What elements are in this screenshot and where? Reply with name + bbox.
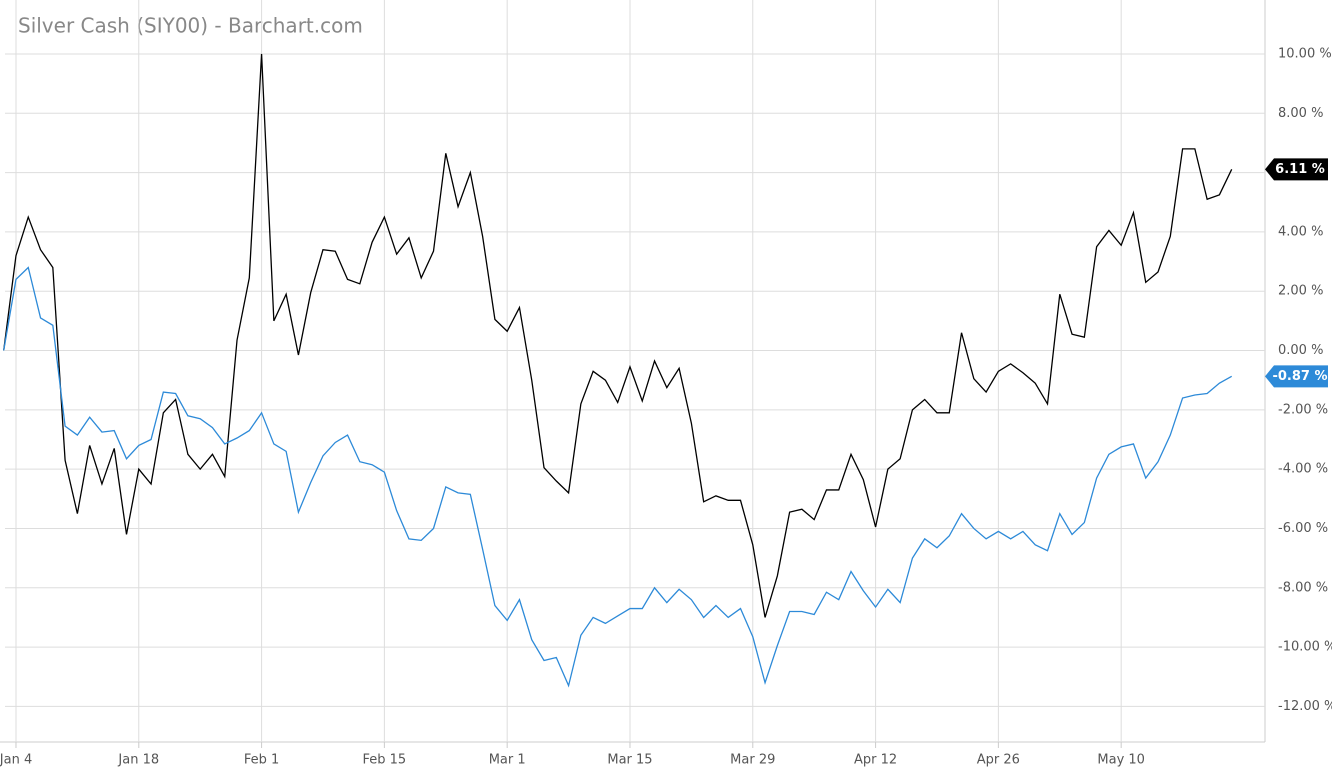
- y-tick-label: 2.00 %: [1278, 284, 1323, 299]
- y-tick-label: 10.00 %: [1278, 46, 1332, 61]
- x-tick-label: Jan 4: [0, 753, 32, 768]
- x-tick-label: Mar 29: [730, 753, 775, 768]
- y-tick-label: -2.00 %: [1278, 402, 1328, 417]
- x-tick-label: May 10: [1097, 753, 1145, 768]
- series-line: [3, 266, 1233, 688]
- chart-title: Silver Cash (SIY00) - Barchart.com: [18, 14, 363, 38]
- x-tick-label: Mar 1: [489, 753, 526, 768]
- y-tick-label: -8.00 %: [1278, 580, 1328, 595]
- x-tick-label: Mar 15: [607, 753, 652, 768]
- x-tick-label: Jan 18: [117, 753, 159, 768]
- y-tick-label: -12.00 %: [1278, 699, 1332, 714]
- y-tick-label: -6.00 %: [1278, 521, 1328, 536]
- series-line: [3, 53, 1233, 618]
- y-tick-label: 0.00 %: [1278, 343, 1323, 358]
- y-tick-label: -4.00 %: [1278, 462, 1328, 477]
- end-label: -0.87 %: [1272, 369, 1327, 384]
- y-tick-label: 4.00 %: [1278, 224, 1323, 239]
- y-tick-label: 8.00 %: [1278, 106, 1323, 121]
- y-tick-label: -10.00 %: [1278, 640, 1332, 655]
- end-badge: [1265, 365, 1328, 388]
- x-tick-label: Feb 15: [363, 753, 407, 768]
- end-label: 6.11 %: [1275, 162, 1325, 177]
- x-tick-label: Feb 1: [244, 753, 279, 768]
- x-tick-label: Apr 26: [977, 753, 1020, 768]
- end-badge: [1265, 158, 1328, 181]
- x-tick-label: Apr 12: [854, 753, 897, 768]
